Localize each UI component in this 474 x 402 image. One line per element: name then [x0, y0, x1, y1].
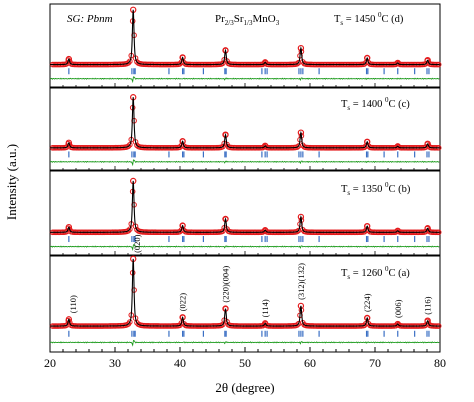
panel-2: [49, 170, 442, 256]
observed-peak-point: [424, 57, 431, 64]
hkl-label: (312)(132): [296, 263, 306, 300]
observed-peak-point: [394, 320, 401, 328]
observed-peak-point: [179, 314, 186, 321]
x-tick-label: 40: [174, 356, 186, 370]
difference-line: [49, 76, 440, 84]
hkl-label: (220)(004): [221, 266, 231, 303]
panel-3: [49, 255, 442, 353]
calculated-line: [50, 97, 440, 149]
x-axis-label: 2θ (degree): [215, 380, 274, 395]
series-label-a: Ts = 1260 0C (a): [341, 265, 410, 281]
observed-point: [219, 143, 226, 150]
hkl-label: (020): [132, 234, 142, 253]
formula-c: MnO: [252, 13, 275, 25]
observed-peak-point: [424, 225, 431, 232]
observed-peak-point: [364, 138, 371, 145]
calculated-line: [50, 258, 440, 327]
observed-peak-point: [261, 227, 269, 234]
observed-peak-point: [394, 59, 401, 67]
series-label-c: Ts = 1400 0C (c): [341, 96, 410, 112]
hkl-label: (224): [362, 293, 372, 312]
observed-peak-point: [424, 140, 431, 148]
calculated-line: [50, 180, 440, 233]
x-tick-label: 60: [304, 356, 316, 370]
observed-peak-point: [179, 54, 186, 61]
observed-point: [125, 227, 132, 234]
panel-1: [49, 87, 442, 171]
calculated-line: [50, 9, 440, 66]
observed-point: [127, 58, 133, 65]
hkl-label: (022): [178, 293, 188, 312]
x-tick-label: 30: [109, 356, 121, 370]
observed-peak-point: [364, 222, 371, 230]
observed-peak-point: [394, 143, 401, 150]
series-label-b: Ts = 1350 0C (b): [341, 181, 411, 197]
hkl-label: (110): [68, 295, 78, 313]
difference-line: [49, 340, 440, 347]
observed-point: [125, 143, 132, 150]
observed-point: [219, 228, 226, 234]
observed-peak-point: [364, 314, 371, 322]
observed-point: [127, 319, 133, 325]
observed-peak-point: [65, 55, 73, 63]
observed-point: [219, 60, 226, 67]
observed-peak-point: [179, 138, 186, 145]
observed-peak-point: [261, 142, 269, 150]
x-tick-label: 20: [44, 356, 56, 370]
difference-line: [49, 244, 440, 252]
observed-peak-point: [65, 139, 73, 146]
space-group-label: SG: Pbnm: [67, 13, 113, 25]
x-tick-label: 50: [239, 356, 251, 370]
observed-peak-point: [364, 54, 371, 62]
hkl-label: (114): [260, 299, 270, 317]
series-label-d: Ts = 1450 0C (d): [334, 11, 404, 27]
formula-label: Pr2/3Sr1/3MnO3: [215, 13, 280, 27]
observed-peak-point: [65, 316, 73, 323]
observed-peak-point: [261, 59, 269, 66]
observed-point: [127, 226, 133, 233]
observed-peak-point: [179, 222, 186, 229]
panels-group: [49, 3, 442, 353]
formula-a-sub: 2/3: [225, 19, 234, 27]
observed-peak-point: [424, 317, 431, 324]
observed-point: [125, 60, 132, 66]
difference-line: [49, 159, 440, 167]
hkl-label: (006): [393, 299, 403, 318]
y-axis-label: Intensity (a.u.): [4, 144, 19, 220]
hkl-labels-group: (110) (020) (022) (220)(004) (114) (312)(132)…: [68, 234, 433, 318]
formula-b-sub: 1/3: [244, 19, 253, 27]
x-tick-label: 70: [369, 356, 381, 370]
x-axis-ticks: 20 30 40 50 60 70 80: [44, 347, 446, 370]
panel-0: [49, 3, 442, 88]
observed-point: [127, 141, 133, 148]
observed-point: [294, 322, 300, 328]
observed-peak-point: [65, 223, 73, 231]
formula-b: Sr: [234, 13, 244, 25]
observed-peak-point: [394, 227, 401, 234]
formula-c-sub: 3: [276, 19, 280, 27]
x-tick-label: 80: [434, 356, 446, 370]
hkl-label: (116): [423, 296, 433, 314]
formula-a: Pr: [215, 13, 225, 25]
observed-peak-point: [261, 320, 269, 327]
